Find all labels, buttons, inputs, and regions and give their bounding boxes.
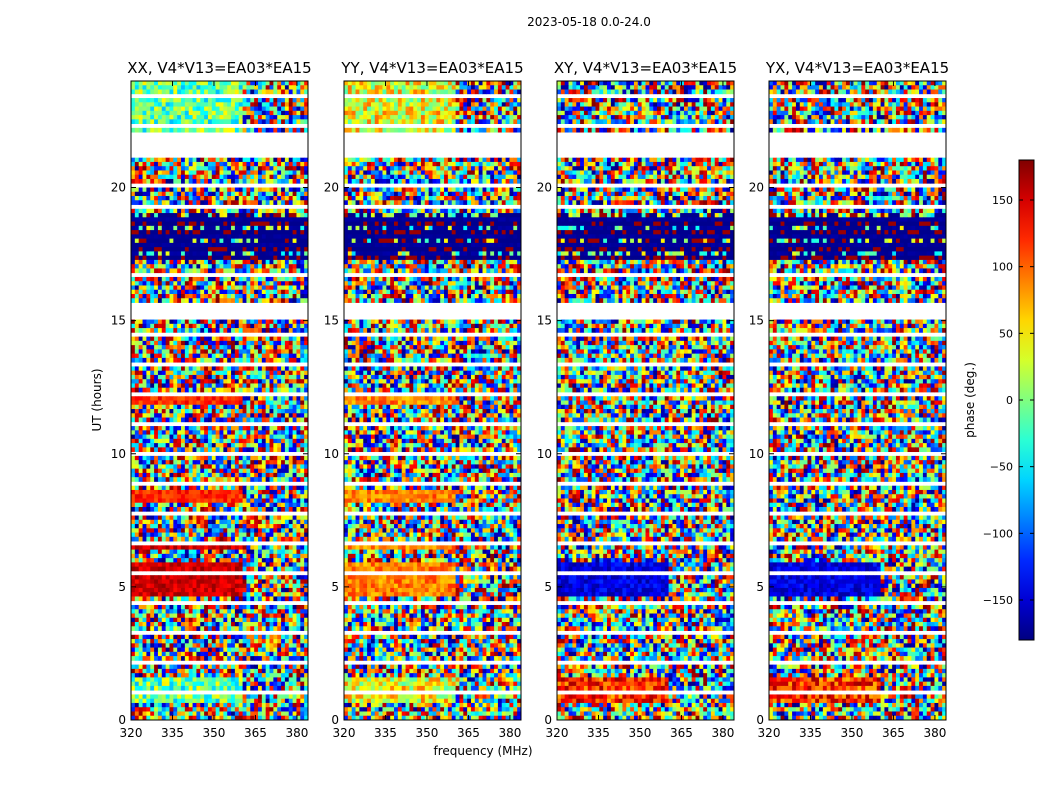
panel-1: XX, V4*V13=EA03*EA15 320 335 350 365 380 0 5 10 1… <box>111 59 312 740</box>
x-tick-label: 335 <box>587 726 610 740</box>
colorbar-tick-label: 0 <box>1006 394 1013 407</box>
x-tick-label: 350 <box>629 726 652 740</box>
panel-4: YX, V4*V13=EA03*EA15 320 335 350 365 380 0 5 10 1… <box>749 59 949 740</box>
y-tick-label: 10 <box>749 447 764 461</box>
panel-1-image <box>131 81 308 720</box>
y-tick-label: 15 <box>749 314 764 328</box>
colorbar-tick-label: 100 <box>992 261 1013 274</box>
x-tick-label: 320 <box>546 726 569 740</box>
x-tick-label: 380 <box>285 726 308 740</box>
panel-2-title: YY, V4*V13=EA03*EA15 <box>340 59 523 77</box>
x-tick-label: 320 <box>120 726 143 740</box>
panel-3-image <box>557 81 734 720</box>
x-tick-label: 365 <box>882 726 905 740</box>
y-tick-label: 20 <box>111 181 126 195</box>
x-tick-label: 335 <box>374 726 397 740</box>
colorbar-tick-label: 50 <box>999 327 1013 340</box>
panel-4-frame <box>768 80 947 721</box>
x-tick-label: 365 <box>670 726 693 740</box>
x-tick-label: 320 <box>758 726 781 740</box>
y-axis-label: UT (hours) <box>90 368 104 431</box>
colorbar-tick-label: 150 <box>992 194 1013 207</box>
y-tick-label: 10 <box>537 447 552 461</box>
x-tick-label: 335 <box>799 726 822 740</box>
y-tick-label: 5 <box>544 580 552 594</box>
panel-4-title: YX, V4*V13=EA03*EA15 <box>765 59 949 77</box>
x-tick-label: 380 <box>711 726 734 740</box>
y-tick-label: 5 <box>331 580 339 594</box>
panel-4-image <box>769 81 946 720</box>
y-tick-label: 5 <box>756 580 764 594</box>
colorbar-tick-label: −50 <box>990 461 1013 474</box>
x-tick-label: 335 <box>161 726 184 740</box>
y-tick-label: 5 <box>118 580 126 594</box>
y-tick-label: 20 <box>749 181 764 195</box>
panel-3-frame <box>556 80 735 721</box>
figure-title: 2023-05-18 0.0-24.0 <box>527 15 651 29</box>
panel-3-title: XY, V4*V13=EA03*EA15 <box>554 59 737 77</box>
y-tick-label: 10 <box>324 447 339 461</box>
y-tick-label: 20 <box>537 181 552 195</box>
panel-1-frame <box>130 80 309 721</box>
colorbar-tick-label: −100 <box>983 527 1013 540</box>
y-tick-label: 15 <box>111 314 126 328</box>
x-tick-label: 350 <box>841 726 864 740</box>
x-tick-label: 380 <box>498 726 521 740</box>
x-tick-label: 365 <box>244 726 267 740</box>
x-axis-label: frequency (MHz) <box>433 744 532 758</box>
y-tick-label: 0 <box>118 713 126 727</box>
y-tick-label: 15 <box>537 314 552 328</box>
panel-3: XY, V4*V13=EA03*EA15 320 335 350 365 380 0 5 10 1… <box>537 59 737 740</box>
y-tick-label: 20 <box>324 181 339 195</box>
colorbar-label: phase (deg.) <box>963 362 977 438</box>
x-tick-label: 380 <box>923 726 946 740</box>
x-tick-label: 350 <box>416 726 439 740</box>
y-tick-label: 15 <box>324 314 339 328</box>
panel-1-title: XX, V4*V13=EA03*EA15 <box>127 59 311 77</box>
y-tick-label: 0 <box>756 713 764 727</box>
x-tick-label: 365 <box>457 726 480 740</box>
colorbar-tick-label: −150 <box>983 594 1013 607</box>
panel-2: YY, V4*V13=EA03*EA15 320 335 350 365 380 0 5 10 1… <box>324 59 524 740</box>
panels: XX, V4*V13=EA03*EA15 320 335 350 365 380 0 5 10 1… <box>111 59 949 740</box>
y-tick-label: 10 <box>111 447 126 461</box>
colorbar: 150 100 50 0 −50 −100 −150 <box>983 159 1035 641</box>
x-tick-label: 320 <box>333 726 356 740</box>
panel-2-frame <box>343 80 522 721</box>
y-tick-label: 0 <box>544 713 552 727</box>
panel-2-image <box>344 81 521 720</box>
y-tick-label: 0 <box>331 713 339 727</box>
x-tick-label: 350 <box>203 726 226 740</box>
